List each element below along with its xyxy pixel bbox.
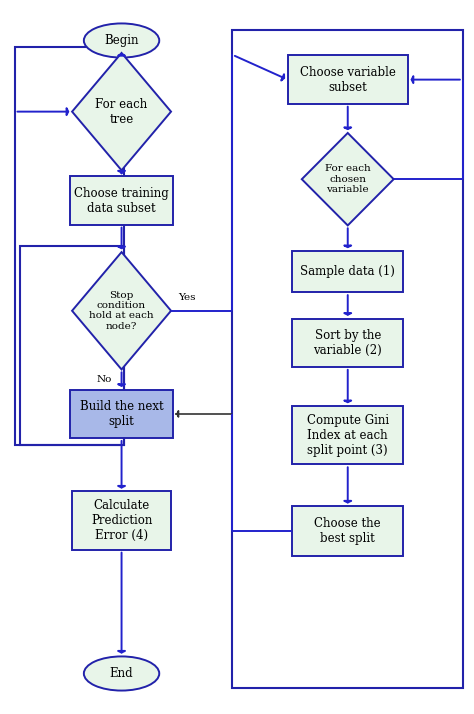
Text: Calculate
Prediction
Error (4): Calculate Prediction Error (4)	[91, 499, 152, 542]
Text: Sample data (1): Sample data (1)	[301, 265, 395, 278]
Ellipse shape	[84, 24, 159, 58]
Text: No: No	[97, 375, 112, 384]
Text: Yes: Yes	[178, 293, 196, 303]
Text: Begin: Begin	[104, 34, 139, 47]
FancyBboxPatch shape	[70, 390, 173, 438]
Text: Sort by the
variable (2): Sort by the variable (2)	[313, 328, 382, 357]
Text: For each
tree: For each tree	[95, 98, 148, 126]
Text: Stop
condition
hold at each
node?: Stop condition hold at each node?	[89, 291, 154, 331]
FancyBboxPatch shape	[292, 406, 403, 464]
Text: Choose training
data subset: Choose training data subset	[74, 186, 169, 214]
Text: Choose variable
subset: Choose variable subset	[300, 66, 396, 94]
FancyBboxPatch shape	[288, 56, 408, 104]
Polygon shape	[72, 53, 171, 171]
Text: For each
chosen
variable: For each chosen variable	[325, 164, 371, 194]
Text: Compute Gini
Index at each
split point (3): Compute Gini Index at each split point (…	[307, 413, 389, 457]
FancyBboxPatch shape	[70, 176, 173, 225]
Text: Choose the
best split: Choose the best split	[314, 517, 381, 545]
Ellipse shape	[84, 656, 159, 690]
Polygon shape	[72, 252, 171, 369]
Polygon shape	[302, 133, 394, 226]
FancyBboxPatch shape	[292, 251, 403, 292]
FancyBboxPatch shape	[292, 506, 403, 556]
Text: Build the next
split: Build the next split	[80, 400, 164, 428]
Text: End: End	[110, 667, 133, 680]
FancyBboxPatch shape	[72, 491, 171, 550]
FancyBboxPatch shape	[292, 318, 403, 367]
